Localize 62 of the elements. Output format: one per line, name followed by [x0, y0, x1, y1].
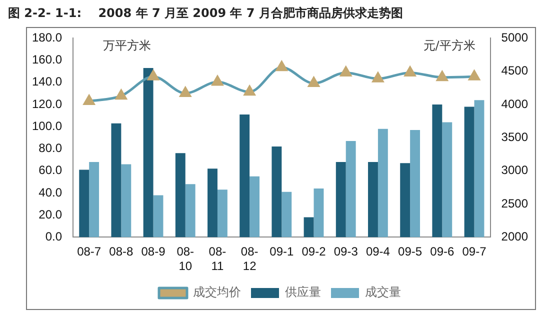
- y2-axis-title: 元/平方米: [423, 38, 476, 52]
- bar: [240, 114, 250, 238]
- bar: [336, 162, 346, 238]
- bar: [346, 141, 356, 238]
- bar: [143, 68, 154, 238]
- x-tick-label: 09-7: [462, 244, 487, 259]
- y-tick-label: 100.0: [32, 118, 62, 133]
- y2-tick-label: 4500: [501, 64, 528, 78]
- x-tick-label: 09-2: [302, 244, 326, 259]
- y-tick-label: 80.0: [38, 141, 62, 156]
- x-tick-label: 09-3: [334, 244, 358, 259]
- x-tick-label: 09-5: [398, 244, 422, 259]
- x-tick-label: 08-7: [77, 244, 102, 259]
- bar: [153, 195, 164, 238]
- bar: [368, 162, 378, 238]
- bar: [217, 190, 228, 238]
- y-tick-label: 120.0: [32, 96, 62, 111]
- bar: [282, 192, 292, 238]
- bar: [304, 217, 314, 238]
- y-tick-label: 40.0: [38, 185, 62, 200]
- bar: [250, 176, 260, 238]
- bar: [442, 122, 452, 238]
- bar: [410, 130, 420, 238]
- x-tick-label: 09-1: [270, 244, 294, 259]
- bar: [474, 100, 484, 238]
- bar: [79, 170, 90, 238]
- x-tick-label: 09-6: [430, 244, 454, 259]
- y-tick-label: 140.0: [32, 74, 62, 89]
- y-tick-label: 180.0: [32, 30, 62, 45]
- y-axis-title: 万平方米: [103, 38, 152, 52]
- bar: [314, 188, 324, 238]
- legend-label: 成交均价: [193, 285, 241, 300]
- y2-tick-label: 2000: [501, 230, 528, 244]
- y-tick-label: 20.0: [38, 207, 62, 222]
- y2-tick-label: 5000: [501, 30, 528, 45]
- x-tick-label: 09-4: [366, 244, 390, 259]
- bar: [175, 153, 186, 238]
- legend-label: 成交量: [365, 285, 401, 300]
- y2-tick-label: 2500: [501, 196, 528, 210]
- legend-label: 供应量: [285, 285, 321, 300]
- x-tick-label: 08-9: [141, 244, 166, 259]
- x-tick-label: 08-8: [109, 244, 134, 259]
- bar: [89, 162, 100, 238]
- bar: [208, 168, 218, 238]
- x-tick-label: 08-10: [176, 244, 194, 274]
- y-tick-label: 160.0: [32, 52, 62, 67]
- bar: [432, 104, 442, 238]
- chart-title: 图 2-2- 1-1: 2008 年 7 月至 2009 年 7 月合肥市商品房供求走势图: [8, 5, 403, 22]
- bar: [378, 128, 388, 238]
- x-tick-label: 08-11: [208, 244, 226, 274]
- bar: [121, 164, 132, 238]
- y-tick-label: 60.0: [38, 163, 62, 178]
- y-tick-label: 0.0: [45, 230, 62, 244]
- y2-tick-label: 4000: [501, 96, 528, 111]
- bar: [272, 146, 282, 238]
- bar: [400, 163, 410, 238]
- bar: [464, 106, 474, 238]
- y2-tick-label: 3000: [501, 163, 528, 178]
- y2-tick-label: 3500: [501, 130, 528, 144]
- bar: [185, 184, 196, 238]
- x-tick-label: 08-12: [240, 244, 258, 274]
- bar: [111, 123, 122, 238]
